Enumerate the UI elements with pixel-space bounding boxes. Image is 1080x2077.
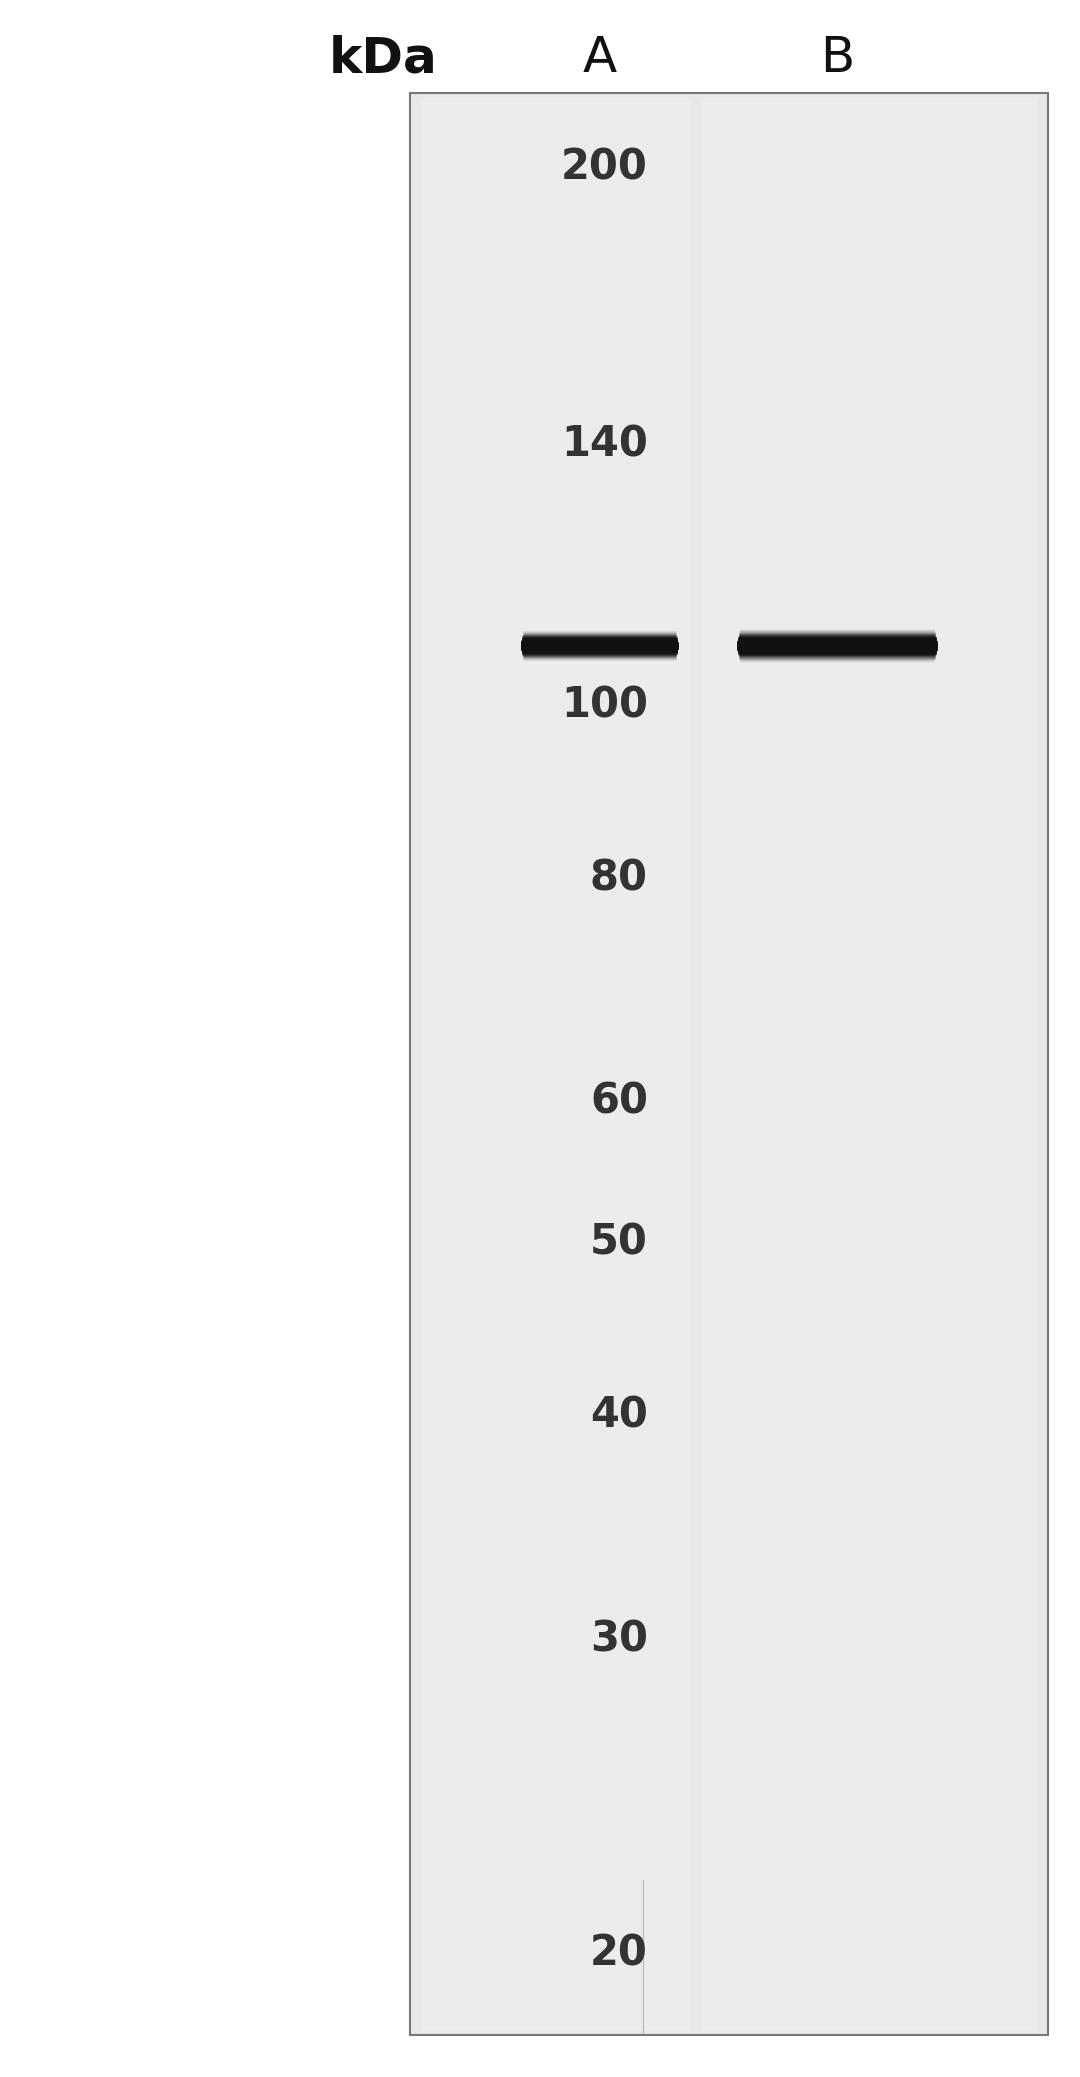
Text: 80: 80	[590, 858, 648, 899]
Bar	[421, 98, 691, 2031]
Text: 200: 200	[562, 145, 648, 189]
Text: 140: 140	[562, 424, 648, 465]
Text: 60: 60	[590, 1080, 648, 1122]
Text: kDa: kDa	[329, 33, 437, 83]
Text: 50: 50	[590, 1221, 648, 1265]
Text: B: B	[820, 33, 854, 83]
Bar	[702, 98, 1037, 2031]
Text: A: A	[582, 33, 617, 83]
Bar	[410, 93, 1048, 2035]
Text: 20: 20	[590, 1934, 648, 1975]
Text: 30: 30	[590, 1618, 648, 1660]
Text: 40: 40	[590, 1396, 648, 1437]
Text: 100: 100	[561, 683, 648, 727]
